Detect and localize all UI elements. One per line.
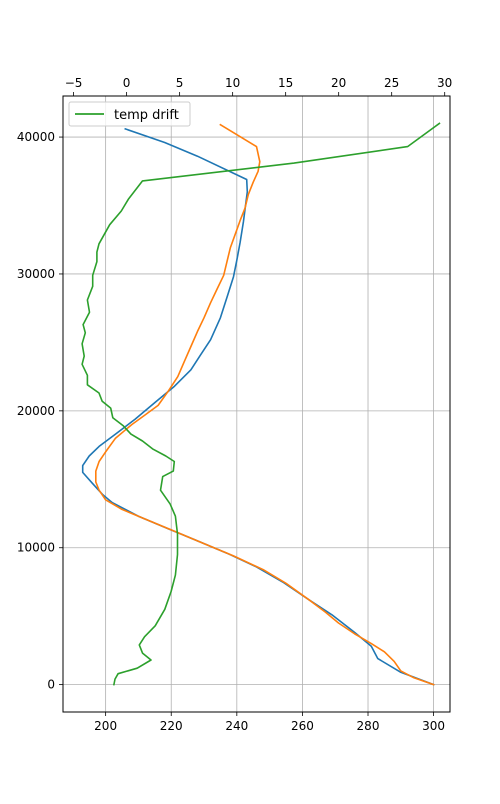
y-tick-label: 20000 <box>17 404 55 418</box>
y-tick-label: 30000 <box>17 267 55 281</box>
x-top-tick-label: 0 <box>123 76 131 90</box>
y-tick-label: 10000 <box>17 541 55 555</box>
legend-label-temp-drift: temp drift <box>114 108 179 123</box>
series-line-3 <box>81 122 441 686</box>
x-top-tick-label: −5 <box>65 76 83 90</box>
x-top-tick-label: 25 <box>384 76 399 90</box>
series-line-2 <box>95 123 435 686</box>
series-layer <box>81 122 441 686</box>
legend-box <box>68 101 191 127</box>
x-top-tick-label: 15 <box>278 76 293 90</box>
x-bottom-tick-label: 220 <box>160 719 183 733</box>
x-bottom-tick-label: 200 <box>94 719 117 733</box>
x-bottom-tick-label: 260 <box>291 719 314 733</box>
grid-layer <box>63 96 450 712</box>
x-top-tick-label: 20 <box>331 76 346 90</box>
axis-layer: 200 220 240 260 280 300−5 0 5 10 15 20 25 3001000020… <box>17 76 453 733</box>
y-tick-label: 40000 <box>17 130 55 144</box>
y-tick-label: 0 <box>47 678 55 692</box>
x-bottom-tick-label: 280 <box>357 719 380 733</box>
x-top-tick-label: 30 <box>437 76 452 90</box>
plot-frame <box>62 95 451 713</box>
x-top-tick-label: 10 <box>225 76 240 90</box>
legend: temp drift <box>68 101 191 127</box>
x-bottom-tick-label: 240 <box>225 719 248 733</box>
x-top-tick-label: 5 <box>176 76 184 90</box>
x-bottom-tick-label: 300 <box>422 719 445 733</box>
